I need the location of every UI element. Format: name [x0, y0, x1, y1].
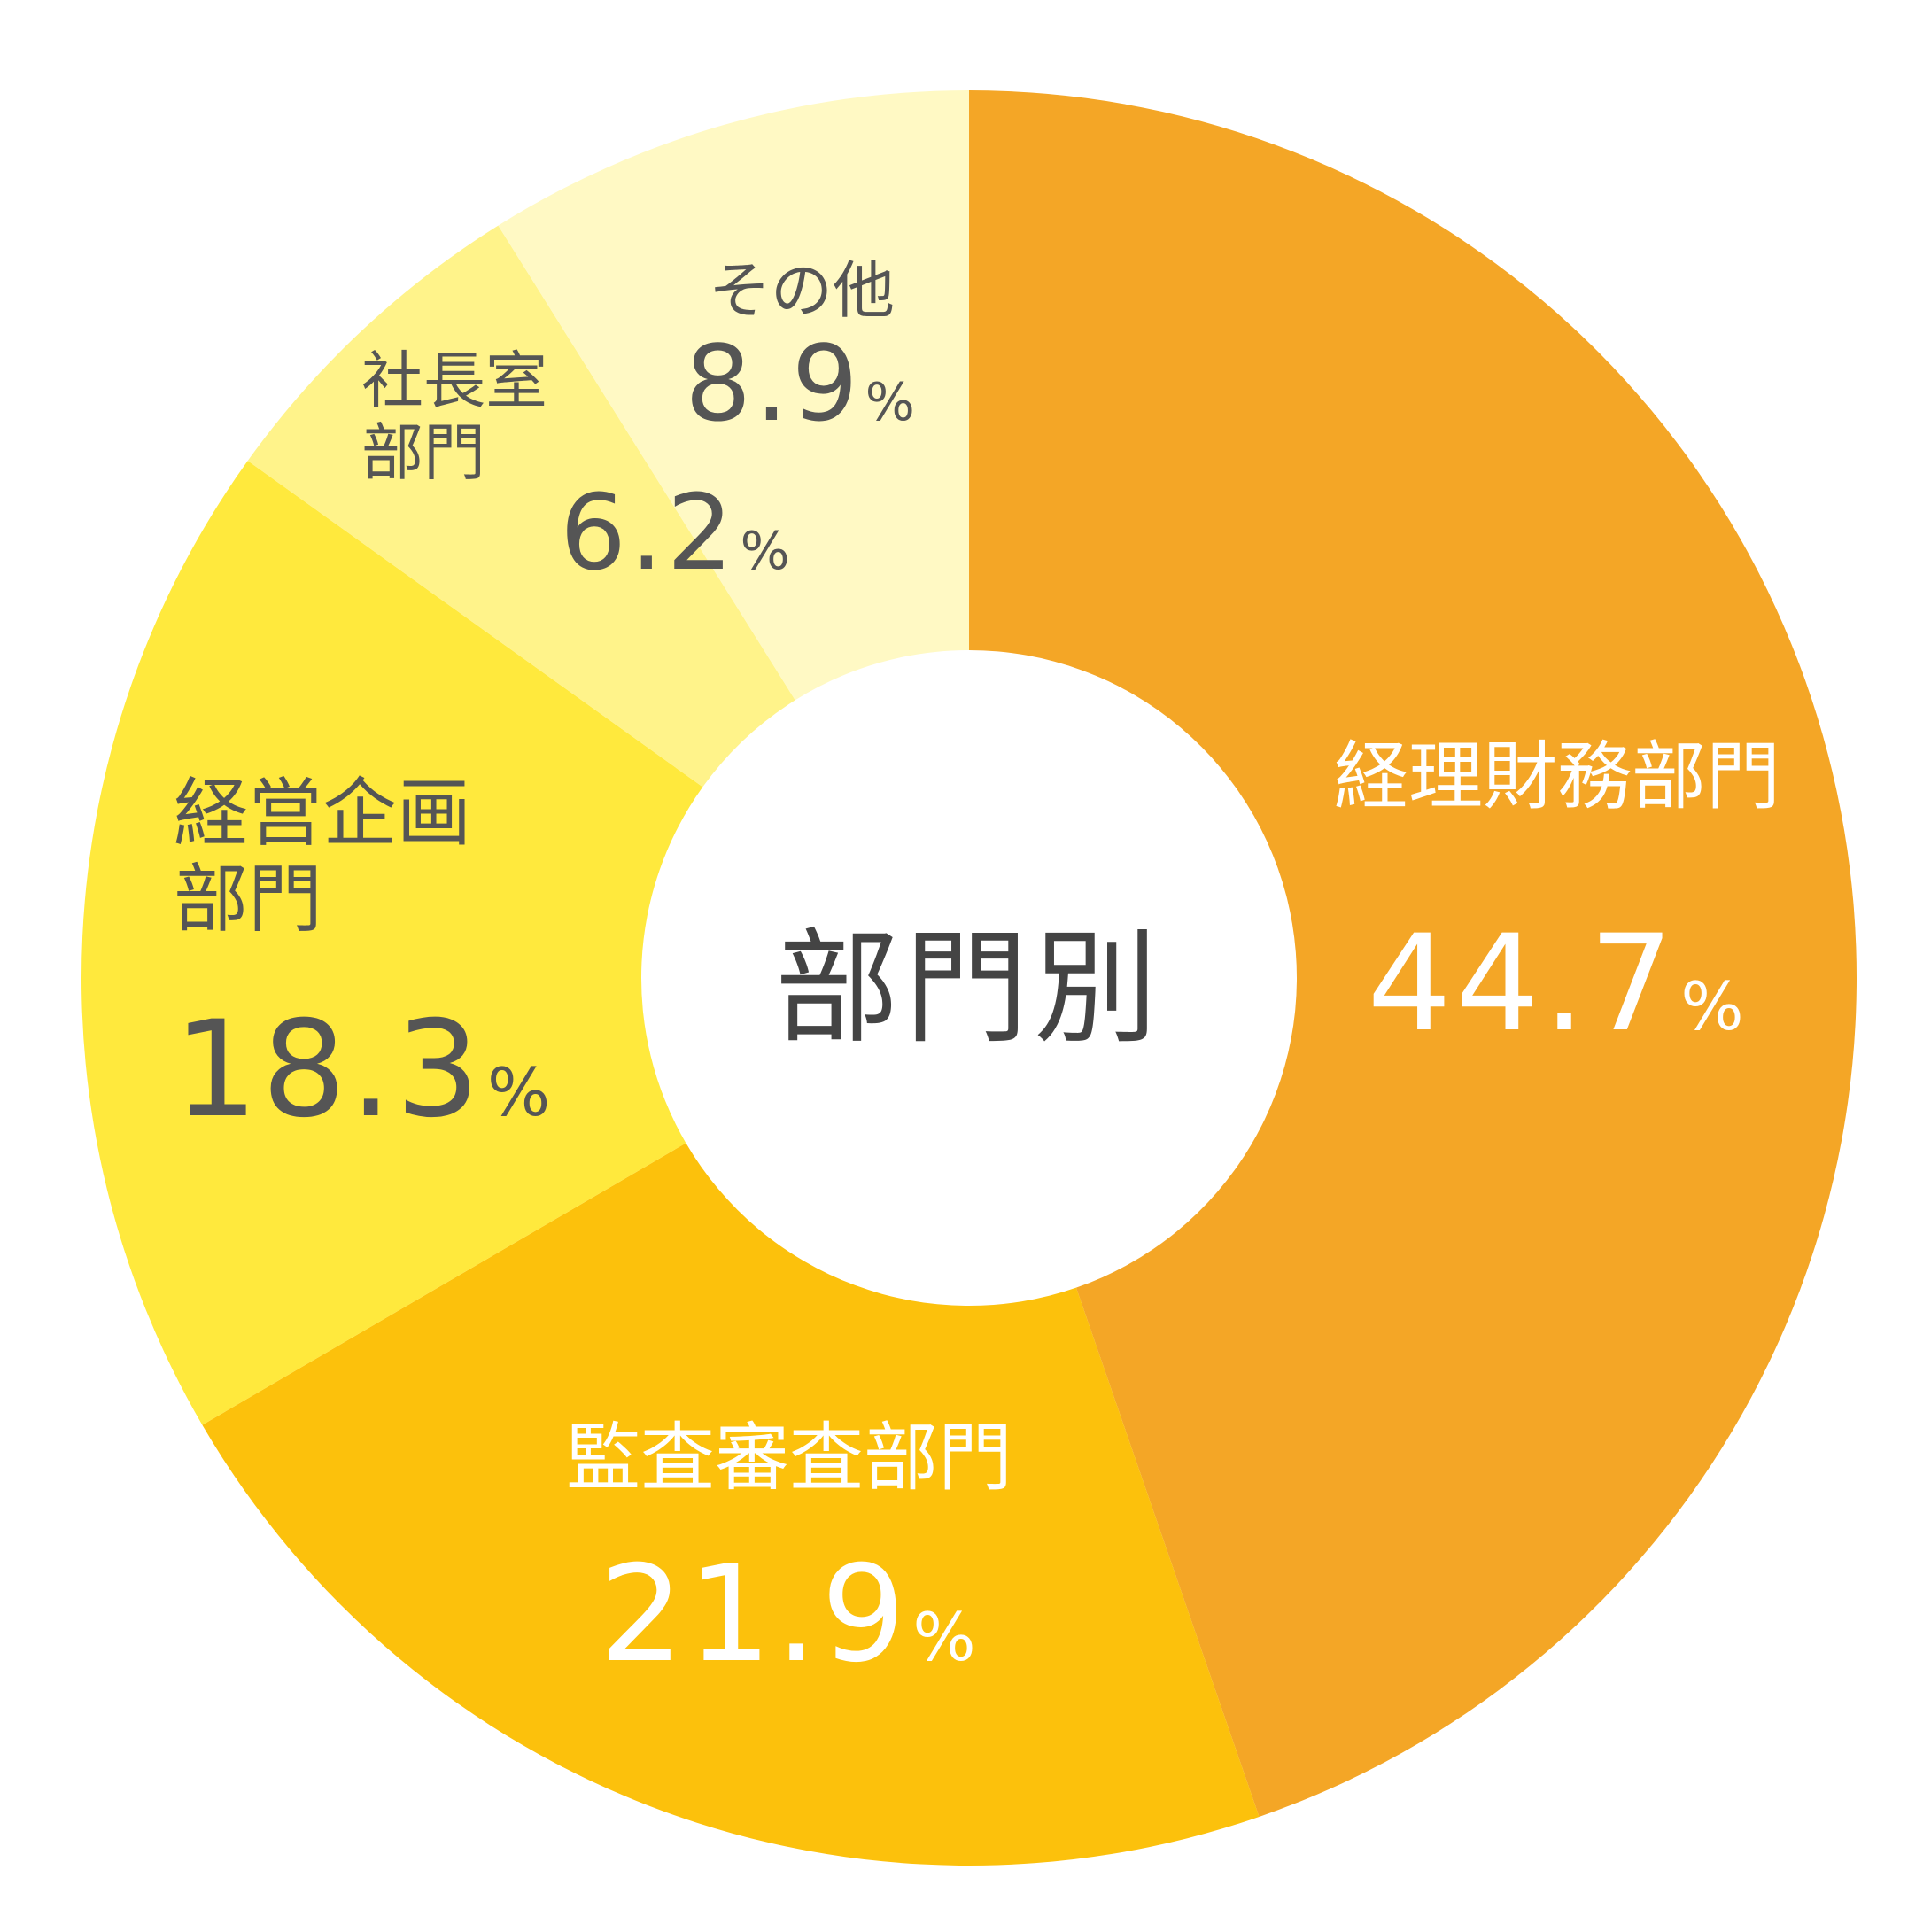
value-number: 18.3	[174, 993, 484, 1147]
slice-value: 44.7%	[1367, 907, 1747, 1061]
slice-value: 21.9%	[599, 1538, 979, 1692]
slice	[202, 1143, 1260, 1866]
value-unit: %	[912, 1598, 980, 1676]
value-unit: %	[740, 520, 794, 581]
slice	[81, 461, 703, 1425]
value-number: 8.9	[685, 322, 862, 445]
value-number: 21.9	[599, 1538, 910, 1692]
value-number: 6.2	[560, 471, 737, 594]
value-unit: %	[486, 1053, 554, 1131]
center-title: 部門別	[774, 917, 1164, 1061]
value-number: 44.7	[1367, 907, 1678, 1061]
slice	[498, 89, 969, 701]
value-unit: %	[865, 371, 919, 432]
slice-label: 監査審査部門	[565, 1414, 1012, 1501]
slice-label: その他	[709, 253, 895, 327]
slice-value: 18.3%	[174, 993, 554, 1147]
slice-label: 経理財務部門	[1333, 733, 1780, 820]
slice	[969, 90, 1857, 1817]
slice-value: 8.9%	[685, 322, 919, 445]
slice-label: 社長室部門	[361, 345, 547, 489]
slice-value: 6.2%	[560, 471, 794, 594]
slice-label: 経営企画部門	[174, 770, 472, 943]
value-unit: %	[1680, 967, 1748, 1045]
slice	[247, 225, 795, 788]
